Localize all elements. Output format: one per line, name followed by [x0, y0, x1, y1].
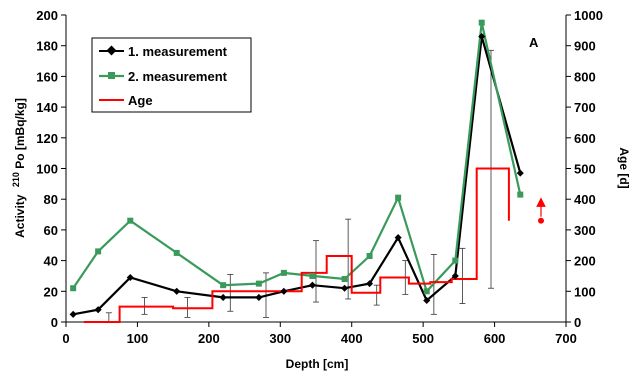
left-tick-label: 200	[36, 8, 58, 23]
point-measurement-1	[255, 294, 262, 301]
point-measurement-1	[173, 288, 180, 295]
point-measurement-2	[127, 218, 133, 224]
right-tick-label: 100	[574, 284, 596, 299]
legend: 1. measurement 2. measurement Age	[92, 38, 251, 112]
x-tick-label: 100	[127, 331, 149, 346]
right-axis-title: Age [d]	[617, 147, 631, 188]
x-tick-label: 400	[341, 331, 363, 346]
x-tick-label: 500	[412, 331, 434, 346]
point-measurement-2	[395, 195, 401, 201]
right-tick-label: 900	[574, 39, 596, 54]
point-measurement-2	[174, 250, 180, 256]
left-axis-title-superscript: 210	[11, 172, 21, 187]
right-tick-label: 700	[574, 100, 596, 115]
left-axis-title-prefix: Activity	[13, 194, 27, 238]
left-axis-title: Activity 210 Po [mBq/kg]	[8, 98, 27, 238]
legend-marker-measurement-2	[108, 72, 115, 79]
x-tick-label: 700	[555, 331, 577, 346]
right-tick-label: 0	[574, 315, 581, 330]
left-tick-label: 20	[44, 284, 58, 299]
point-measurement-1	[220, 294, 227, 301]
x-tick-label: 200	[198, 331, 220, 346]
point-measurement-2	[95, 248, 101, 254]
left-tick-label: 0	[51, 315, 58, 330]
left-tick-label: 60	[44, 223, 58, 238]
left-axis-ticks: 0 20 40 60 80 100 120 140 160 180 200	[36, 8, 66, 330]
x-axis-ticks: 0 100 200 300 400 500 600 700	[62, 322, 576, 346]
right-tick-label: 400	[574, 192, 596, 207]
x-tick-label: 0	[62, 331, 69, 346]
right-tick-label: 600	[574, 131, 596, 146]
series-line-age	[84, 169, 509, 323]
point-measurement-1	[70, 311, 77, 318]
left-tick-label: 100	[36, 162, 58, 177]
point-measurement-2	[309, 273, 315, 279]
point-measurement-2	[256, 281, 262, 287]
point-measurement-2	[220, 282, 226, 288]
left-axis-title-suffix: Po [mBq/kg]	[13, 98, 27, 169]
point-measurement-2	[281, 270, 287, 276]
legend-label-measurement-1: 1. measurement	[128, 44, 228, 59]
point-measurement-2	[70, 285, 76, 291]
left-tick-label: 180	[36, 39, 58, 54]
left-tick-label: 80	[44, 192, 58, 207]
right-tick-label: 800	[574, 69, 596, 84]
point-measurement-1	[280, 288, 287, 295]
point-measurement-2	[342, 276, 348, 282]
right-axis-ticks: 0 100 200 300 400 500 600 700 800 900 1000	[566, 8, 603, 330]
point-measurement-2	[479, 20, 485, 26]
age-arrow-dot	[538, 218, 544, 224]
right-tick-label: 300	[574, 223, 596, 238]
left-tick-label: 40	[44, 254, 58, 269]
point-measurement-1	[341, 285, 348, 292]
point-measurement-2	[452, 258, 458, 264]
legend-label-age: Age	[128, 93, 153, 108]
point-measurement-1	[309, 282, 316, 289]
right-tick-label: 1000	[574, 8, 603, 23]
panel-label: A	[529, 35, 539, 50]
point-measurement-2	[367, 253, 373, 259]
point-measurement-1	[517, 170, 524, 177]
left-tick-label: 160	[36, 69, 58, 84]
point-measurement-2	[424, 288, 430, 294]
x-tick-label: 300	[269, 331, 291, 346]
right-tick-label: 500	[574, 162, 596, 177]
right-tick-label: 200	[574, 254, 596, 269]
point-measurement-2	[517, 192, 523, 198]
legend-label-measurement-2: 2. measurement	[128, 69, 228, 84]
x-tick-label: 600	[484, 331, 506, 346]
age-arrow	[538, 202, 544, 224]
left-tick-label: 140	[36, 100, 58, 115]
left-tick-label: 120	[36, 131, 58, 146]
x-axis-title: Depth [cm]	[286, 357, 349, 371]
